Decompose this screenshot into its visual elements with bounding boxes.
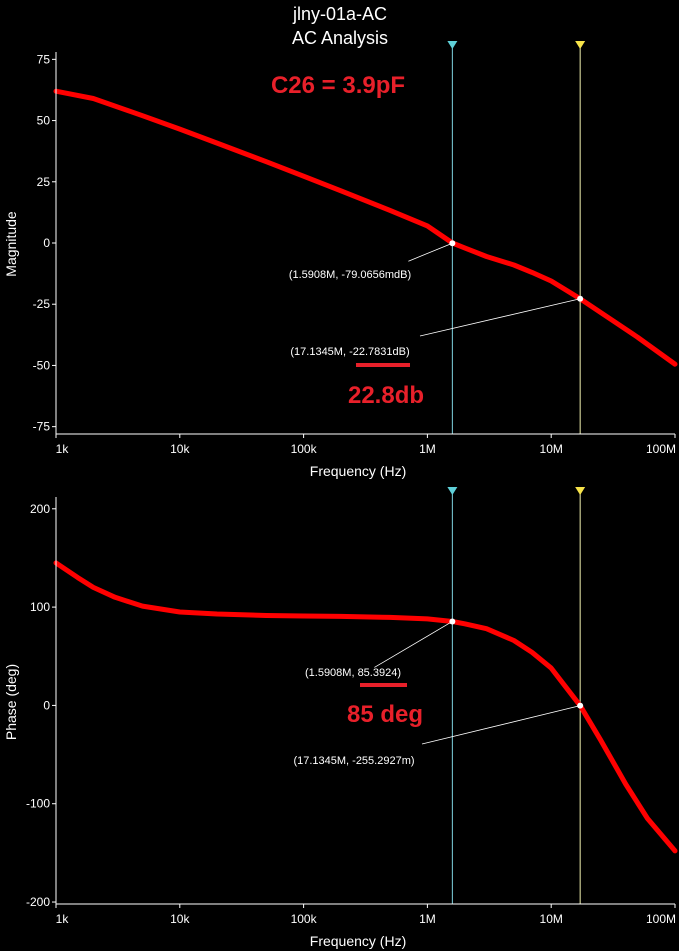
gain-margin-annotation: 22.8db (348, 382, 424, 409)
phase-x-tick-label: 10M (540, 912, 563, 926)
phase-x-tick-label: 100M (646, 912, 676, 926)
cursor-2-flag-icon[interactable] (575, 41, 586, 49)
magnitude-x-tick-label: 100k (291, 442, 318, 456)
cursor-1-flag-icon[interactable] (447, 41, 458, 49)
chart-title: jlny-01a-AC (292, 4, 387, 24)
magnitude-y-tick-label: -50 (33, 358, 51, 372)
cursor-1-flag-icon[interactable] (447, 487, 458, 495)
phase-y-tick-label: -100 (26, 797, 50, 811)
magnitude-x-tick-label: 1k (56, 442, 70, 456)
phase-y-axis-label: Phase (deg) (3, 664, 19, 740)
magnitude-y-tick-label: 50 (37, 114, 51, 128)
magnitude-ticks: 1k 10k 100k 1M 10M 100M 75 50 25 0 -25 -50 -75 (33, 52, 676, 456)
capacitor-annotation: C26 = 3.9pF (271, 72, 405, 99)
magnitude-cursor-1-readout: (1.5908M, -79.0656mdB) (289, 269, 411, 281)
magnitude-cursor-labels: (1.5908M, -79.0656mdB) (17.1345M, -22.783… (289, 240, 584, 358)
magnitude-cursor-1-leader (408, 242, 453, 262)
phase-cursor-1-marker (449, 618, 456, 625)
magnitude-panel: 1k 10k 100k 1M 10M 100M 75 50 25 0 -25 -50 -75 (1.59… (3, 41, 678, 479)
phase-cursor-labels: (1.5908M, 85.3924) (17.1345M, -255.2927m) (293, 618, 584, 767)
phase-cursor-2-readout: (17.1345M, -255.2927m) (293, 755, 414, 767)
phase-cursor-2-marker (577, 702, 584, 709)
phase-cursor-layer (447, 487, 586, 904)
phase-x-tick-label: 1k (56, 912, 70, 926)
phase-ticks: 1k 10k 100k 1M 10M 100M 200 100 0 -100 -200 (26, 502, 676, 926)
chart-subtitle: AC Analysis (292, 28, 388, 48)
magnitude-x-tick-label: 10k (170, 442, 190, 456)
cursor-2-flag-icon[interactable] (575, 487, 586, 495)
magnitude-trace (53, 88, 678, 367)
magnitude-y-axis-label: Magnitude (3, 211, 19, 277)
magnitude-y-tick-label: -75 (33, 420, 51, 434)
phase-panel: 1k 10k 100k 1M 10M 100M 200 100 0 -100 -200 (1.590… (3, 487, 678, 949)
phase-y-tick-label: 200 (30, 502, 50, 516)
magnitude-y-tick-label: -25 (33, 297, 51, 311)
magnitude-y-tick-label: 75 (37, 52, 51, 66)
magnitude-y-tick-label: 0 (43, 236, 50, 250)
magnitude-x-tick-label: 100M (646, 442, 676, 456)
phase-x-tick-label: 10k (170, 912, 190, 926)
magnitude-cursor-2-readout: (17.1345M, -22.7831dB) (290, 346, 409, 358)
magnitude-x-tick-label: 1M (419, 442, 436, 456)
phase-cursor-2-leader (421, 705, 581, 745)
magnitude-cursor-2-marker (577, 295, 584, 302)
magnitude-y-tick-label: 25 (37, 175, 51, 189)
phase-x-tick-label: 100k (291, 912, 318, 926)
phase-margin-annotation: 85 deg (347, 701, 423, 728)
phase-cursor-1-readout: (1.5908M, 85.3924) (305, 667, 401, 679)
phase-y-tick-label: 100 (30, 600, 50, 614)
magnitude-cursor-layer (447, 41, 586, 434)
phase-x-axis-label: Frequency (Hz) (310, 933, 406, 949)
magnitude-trace-layer (53, 88, 678, 367)
phase-y-tick-label: -200 (26, 895, 50, 909)
magnitude-axes (55, 52, 675, 435)
phase-y-tick-label: 0 (43, 698, 50, 712)
phase-x-tick-label: 1M (419, 912, 436, 926)
phase-axes (55, 497, 675, 905)
magnitude-cursor-1-marker (449, 240, 456, 247)
magnitude-x-tick-label: 10M (540, 442, 563, 456)
magnitude-x-axis-label: Frequency (Hz) (310, 463, 406, 479)
magnitude-cursor-2-leader (419, 298, 581, 337)
phase-cursor-1-leader (374, 621, 453, 668)
